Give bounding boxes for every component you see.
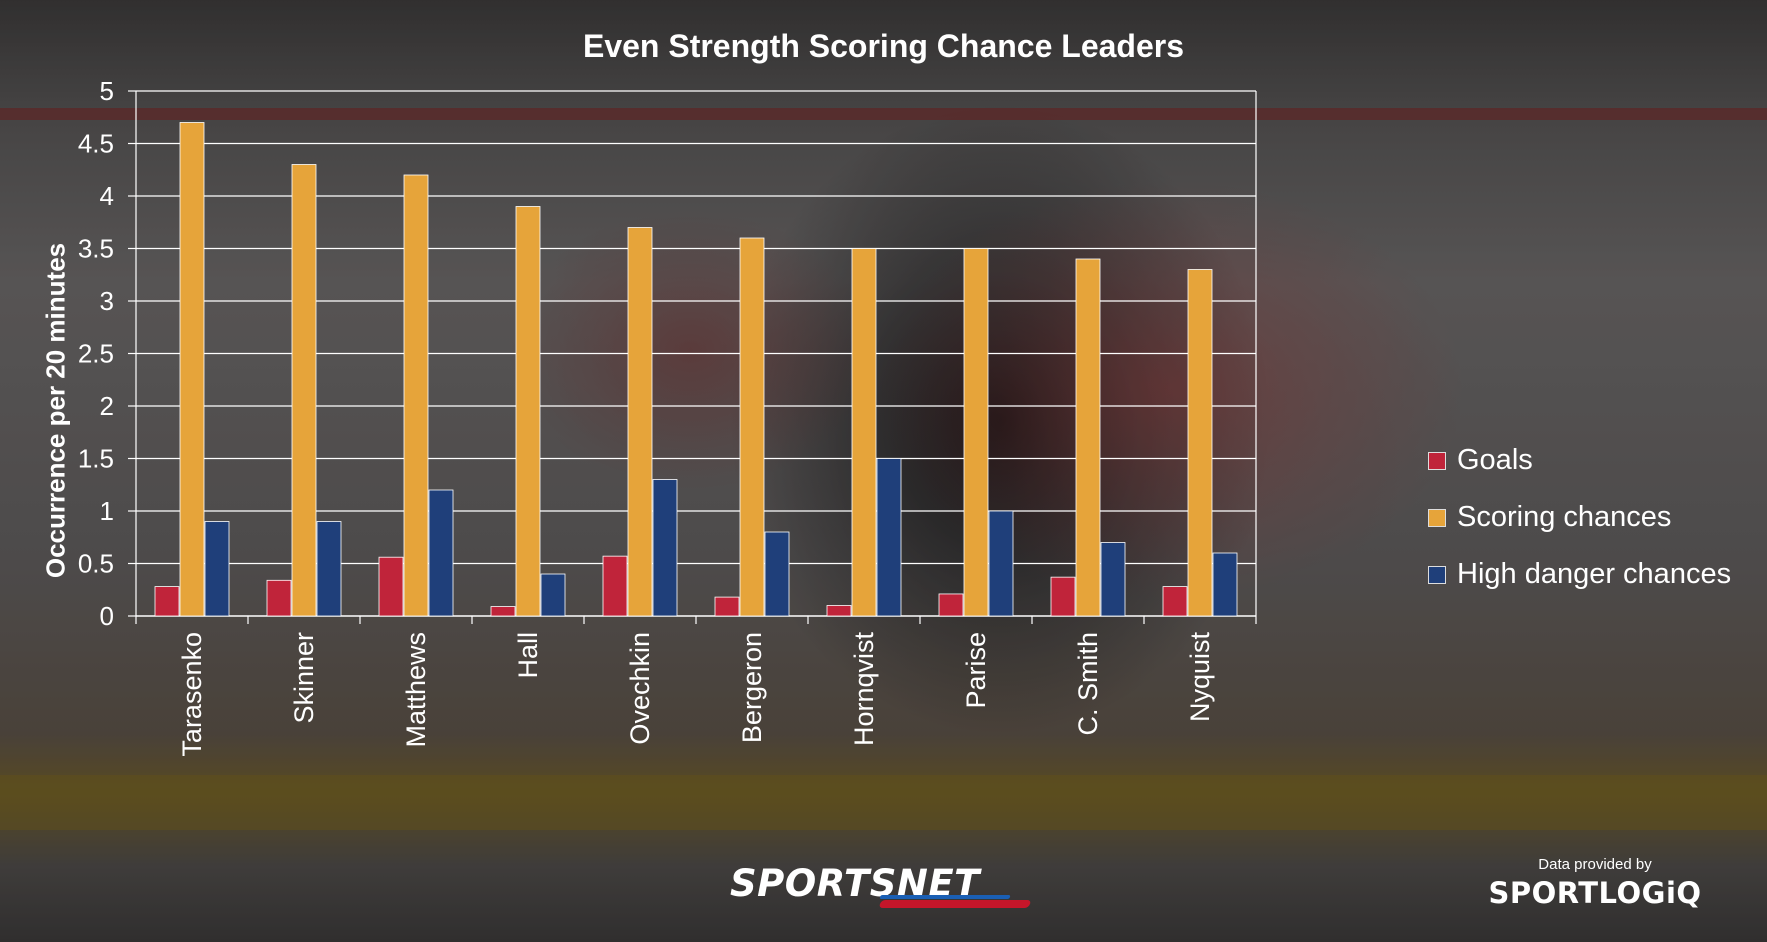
bar-goals [602,555,628,617]
bar-goals [714,596,740,617]
legend-swatch [1428,565,1446,584]
bar-goals [938,593,964,617]
legend-label: Scoring chances [1457,501,1672,533]
bar-high-danger-chances [764,531,790,617]
y-tick-label: 3 [100,286,114,316]
bar-goals [378,556,404,617]
y-tick-label: 2 [100,391,114,421]
bar-goals [1162,586,1188,617]
bar-scoring-chances [1187,269,1213,617]
bar-scoring-chances [291,164,317,617]
bar-scoring-chances [403,174,429,617]
sportsnet-logo: SPORTSNET [730,862,1040,908]
x-tick-label: Ovechkin [625,632,655,745]
data-credit: Data provided by SPORTLOGiQ [1480,856,1710,910]
bar-high-danger-chances [540,573,566,617]
y-tick-label: 0 [100,601,114,631]
bar-high-danger-chances [876,458,902,617]
bar-scoring-chances [515,206,541,617]
sportsnet-logo-swoosh-red [878,900,1032,908]
x-tick-label: Matthews [401,632,431,748]
bar-high-danger-chances [988,510,1014,617]
bar-goals [1050,576,1076,617]
y-tick-label: 3.5 [78,234,114,264]
y-tick-label: 0.5 [78,549,114,579]
x-tick-label: Tarasenko [177,632,207,757]
x-tick-label: Hornqvist [849,632,879,747]
bar-high-danger-chances [204,521,230,617]
bar-goals [266,579,292,617]
legend-label: High danger chances [1457,558,1732,590]
x-tick-label: Parise [961,632,991,709]
x-tick-label: Hall [513,632,543,679]
x-tick-label: Nyquist [1185,632,1215,723]
bar-scoring-chances [739,237,765,617]
bar-scoring-chances [1075,258,1101,617]
bar-high-danger-chances [652,479,678,617]
bar-scoring-chances [179,122,205,617]
bar-goals [154,586,180,617]
legend-item: High danger chances [1428,546,1731,603]
x-tick-label: Skinner [289,632,319,724]
legend: Goals Scoring chances High danger chances [1428,432,1731,603]
y-tick-label: 5 [100,76,114,106]
y-tick-label: 4.5 [78,129,114,159]
legend-item: Goals [1428,432,1731,489]
y-tick-label: 4 [100,181,114,211]
bar-high-danger-chances [1212,552,1238,617]
chart-title: Even Strength Scoring Chance Leaders [582,28,1185,64]
y-tick-label: 2.5 [78,339,114,369]
bar-goals [826,605,852,617]
background-rink-band [0,775,1767,830]
bar-scoring-chances [851,248,877,617]
y-tick-label: 1.5 [78,444,114,474]
bar-scoring-chances [627,227,653,617]
y-tick-label: 1 [100,496,114,526]
background-board-band [0,108,1767,120]
sportsnet-logo-swoosh-blue [879,895,1011,899]
x-tick-label: Bergeron [737,632,767,743]
legend-item: Scoring chances [1428,489,1731,546]
x-tick-label: C. Smith [1073,632,1103,736]
legend-swatch [1428,508,1446,527]
credit-prefix: Data provided by [1538,856,1652,873]
bar-high-danger-chances [1100,542,1126,617]
sportlogiq-logo: SPORTLOGiQ [1488,876,1702,910]
legend-label: Goals [1457,444,1533,476]
bar-goals [490,606,516,617]
bar-high-danger-chances [428,489,454,617]
bar-high-danger-chances [316,521,342,617]
legend-swatch [1428,451,1446,470]
bar-scoring-chances [963,248,989,617]
